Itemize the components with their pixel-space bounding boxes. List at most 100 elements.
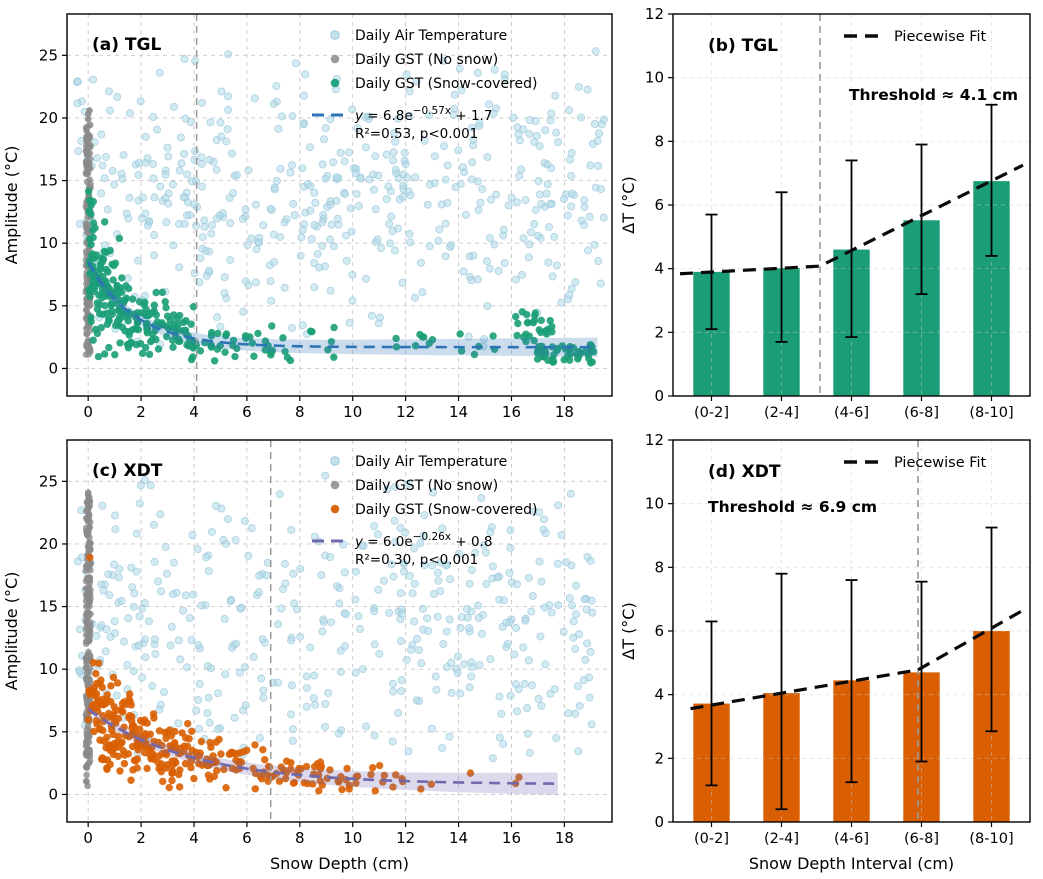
- air-temp-point: [241, 277, 250, 286]
- plot-area: [73, 471, 597, 795]
- air-temp-point: [431, 672, 440, 681]
- gst-snow-point: [150, 301, 159, 309]
- air-temp-point: [594, 257, 603, 266]
- air-temp-point: [177, 159, 186, 168]
- air-temp-point: [495, 733, 504, 742]
- gst-snow-point: [155, 727, 164, 735]
- air-temp-point: [258, 635, 267, 644]
- x-tick-label: 2: [136, 403, 146, 420]
- y-tick-label: 20: [39, 535, 58, 553]
- air-temp-point: [122, 209, 131, 218]
- air-temp-point: [554, 601, 563, 610]
- air-temp-point: [519, 234, 528, 243]
- gst-snow-point: [308, 328, 316, 336]
- air-temp-point: [543, 160, 552, 169]
- air-temp-point: [149, 520, 158, 529]
- gst-snow-point: [425, 339, 433, 347]
- air-temp-point: [310, 259, 319, 268]
- air-temp-point: [563, 211, 572, 220]
- air-temp-point: [379, 576, 388, 585]
- y-tick-label: 0: [654, 387, 664, 405]
- gst-snow-point: [589, 348, 598, 356]
- air-temp-point: [585, 212, 594, 221]
- air-temp-point: [266, 204, 275, 213]
- gst-snow-point: [87, 313, 95, 322]
- air-temp-point: [517, 165, 526, 174]
- gst-snow-point: [128, 295, 137, 303]
- air-temp-point: [143, 154, 152, 163]
- air-temp-point: [106, 632, 115, 641]
- air-temp-point: [255, 233, 264, 242]
- air-temp-point: [356, 174, 365, 183]
- gst-snow-point: [188, 727, 196, 735]
- air-temp-point: [203, 662, 212, 671]
- gst-snow-point: [227, 749, 235, 757]
- air-temp-point: [370, 640, 379, 649]
- air-temp-point: [514, 685, 523, 694]
- gst-snow-point: [90, 727, 98, 736]
- gst-snow-point: [231, 352, 239, 361]
- gst-snow-point: [141, 298, 149, 306]
- gst-snow-point: [86, 196, 94, 205]
- air-temp-point: [180, 149, 189, 158]
- legend-marker: [330, 456, 340, 466]
- gst-snow-point: [107, 682, 115, 690]
- air-temp-point: [433, 568, 442, 577]
- air-temp-point: [344, 148, 353, 157]
- air-temp-point: [136, 481, 145, 490]
- air-temp-point: [461, 210, 470, 219]
- air-temp-point: [524, 573, 533, 582]
- air-temp-point: [249, 652, 258, 661]
- air-temp-point: [259, 221, 268, 230]
- air-temp-point: [113, 92, 122, 101]
- air-temp-point: [329, 242, 338, 251]
- air-temp-point: [373, 530, 382, 539]
- gst-snow-point: [188, 746, 196, 755]
- gst-snow-point: [169, 343, 177, 351]
- x-tick-label: (8-10]: [969, 405, 1013, 420]
- gst-snow-point: [89, 700, 97, 709]
- air-temp-point: [441, 252, 450, 261]
- air-temp-point: [161, 542, 170, 551]
- air-temp-point: [129, 667, 138, 676]
- air-temp-point: [405, 571, 414, 580]
- air-temp-point: [354, 201, 363, 210]
- air-temp-point: [124, 614, 133, 623]
- air-temp-point: [252, 245, 261, 254]
- gst-snow-point: [99, 712, 107, 720]
- gst-snow-point: [411, 342, 420, 350]
- air-temp-point: [488, 754, 497, 763]
- gst-snow-point: [268, 322, 276, 330]
- air-temp-point: [537, 701, 546, 710]
- y-tick-label: 5: [48, 723, 58, 741]
- air-temp-point: [418, 604, 427, 613]
- air-temp-point: [310, 671, 319, 680]
- air-temp-point: [354, 612, 363, 621]
- air-temp-point: [469, 251, 478, 260]
- air-temp-point: [502, 618, 511, 627]
- air-temp-point: [180, 219, 189, 228]
- gst-snow-point: [537, 316, 545, 325]
- air-temp-point: [307, 235, 316, 244]
- air-temp-point: [401, 528, 410, 537]
- gst-no-snow-point: [87, 180, 94, 188]
- air-temp-point: [162, 569, 171, 578]
- x-tick-label: (2-4]: [764, 831, 799, 847]
- air-temp-point: [319, 210, 328, 219]
- air-temp-point: [326, 200, 335, 209]
- gst-no-snow-point: [83, 674, 90, 682]
- air-temp-point: [194, 695, 203, 704]
- air-temp-point: [162, 218, 171, 227]
- air-temp-point: [341, 231, 350, 240]
- x-tick-label: 8: [295, 829, 305, 847]
- air-temp-point: [239, 307, 248, 316]
- air-temp-point: [134, 170, 143, 179]
- air-temp-point: [227, 595, 236, 604]
- air-temp-point: [351, 668, 360, 677]
- air-temp-point: [247, 524, 256, 533]
- air-temp-point: [287, 525, 296, 534]
- air-temp-point: [216, 322, 225, 331]
- gst-snow-point: [367, 770, 375, 779]
- air-temp-point: [244, 551, 253, 560]
- air-temp-point: [591, 47, 600, 56]
